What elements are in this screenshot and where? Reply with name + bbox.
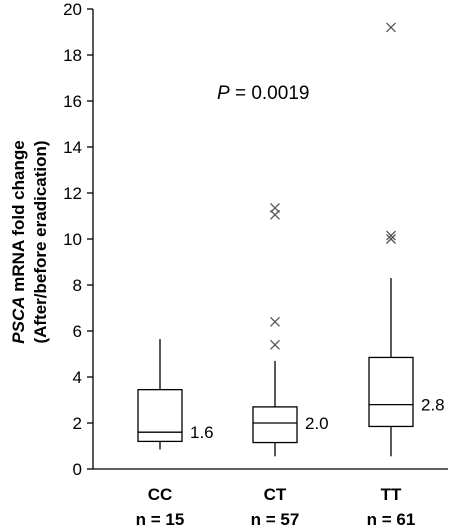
plot-area: 0 2 4 6 8 10 12 14 16 18 20 1.6 CC n = 15 2.0 CT n = 57 2… [63,0,448,529]
y-tick-label: 18 [63,46,82,65]
p-symbol: P [217,83,230,104]
median-label: 2.8 [421,396,445,415]
median-label: 2.0 [305,414,329,433]
y-tick-label: 4 [73,368,82,387]
box-cc [137,388,183,443]
y-tick-label: 6 [73,322,82,341]
sample-size-label: n = 57 [251,510,300,529]
y-axis-title-rest: mRNA fold change [9,140,28,296]
p-value: = 0.0019 [230,83,310,104]
y-axis-title-italic: PSCA [9,296,28,343]
category-label: CT [264,485,287,504]
sample-size-label: n = 61 [367,510,416,529]
outlier-mark [386,22,396,33]
y-axis-title: PSCA mRNA fold change [9,140,28,343]
median-label: 1.6 [190,423,214,442]
outlier-mark [270,316,280,327]
outlier-mark [270,339,280,350]
y-tick-label: 20 [63,0,82,19]
sample-size-label: n = 15 [136,510,185,529]
y-tick-label: 16 [63,92,82,111]
y-tick-label: 8 [73,276,82,295]
y-tick-label: 2 [73,414,82,433]
category-label: TT [381,485,402,504]
outlier-mark [386,234,396,244]
outlier-mark [386,230,396,241]
box-tt [368,356,414,428]
y-axis-title-2: (After/before eradication) [31,140,50,343]
category-label: CC [148,485,173,504]
p-value-annotation: P = 0.0019 [217,83,309,104]
y-axis-title-line1: PSCA mRNA fold change [9,140,28,343]
y-tick-label: 12 [63,184,82,203]
y-tick-label: 14 [63,138,82,157]
outlier-mark [270,202,280,213]
y-tick-label: 10 [63,230,82,249]
y-tick-label: 0 [73,460,82,479]
y-axis-title-line2: (After/before eradication) [31,140,50,343]
box-ct [252,406,298,444]
